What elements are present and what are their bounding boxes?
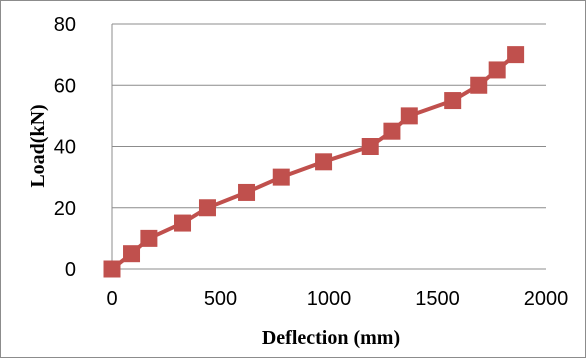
data-point-11: [444, 92, 462, 110]
data-point-12: [470, 76, 488, 94]
data-point-13: [488, 61, 506, 79]
gridlines: [112, 23, 546, 209]
data-point-8: [361, 138, 379, 155]
data-point-3: [174, 214, 192, 232]
y-axis-title: Load(kN): [27, 104, 49, 187]
y-tick-label-1: 20: [54, 198, 76, 220]
series: [103, 46, 525, 278]
data-point-4: [198, 199, 216, 217]
data-point-14: [507, 46, 525, 64]
data-point-9: [383, 122, 401, 140]
x-tick-label-2: 1000: [307, 288, 352, 310]
x-tick-label-4: 2000: [524, 288, 569, 310]
y-tick-label-3: 60: [54, 75, 76, 97]
data-point-0: [103, 260, 121, 278]
data-point-10: [400, 107, 418, 125]
data-point-7: [315, 153, 333, 171]
y-tick-label-0: 0: [65, 259, 76, 281]
data-point-2: [140, 229, 158, 247]
x-tick-label-3: 1500: [415, 288, 460, 310]
x-tick-label-0: 0: [106, 288, 117, 310]
axes: [111, 24, 546, 270]
data-point-5: [238, 183, 256, 201]
y-tick-label-4: 80: [54, 14, 76, 36]
y-tick-label-2: 40: [54, 137, 76, 159]
data-point-1: [123, 245, 141, 263]
x-tick-label-1: 500: [204, 288, 237, 310]
tick-labels: 0 20 40 60 80 0 500 1000 1500 2000: [54, 14, 569, 310]
x-axis-title: Deflection (mm): [262, 327, 400, 349]
data-point-6: [272, 168, 290, 186]
